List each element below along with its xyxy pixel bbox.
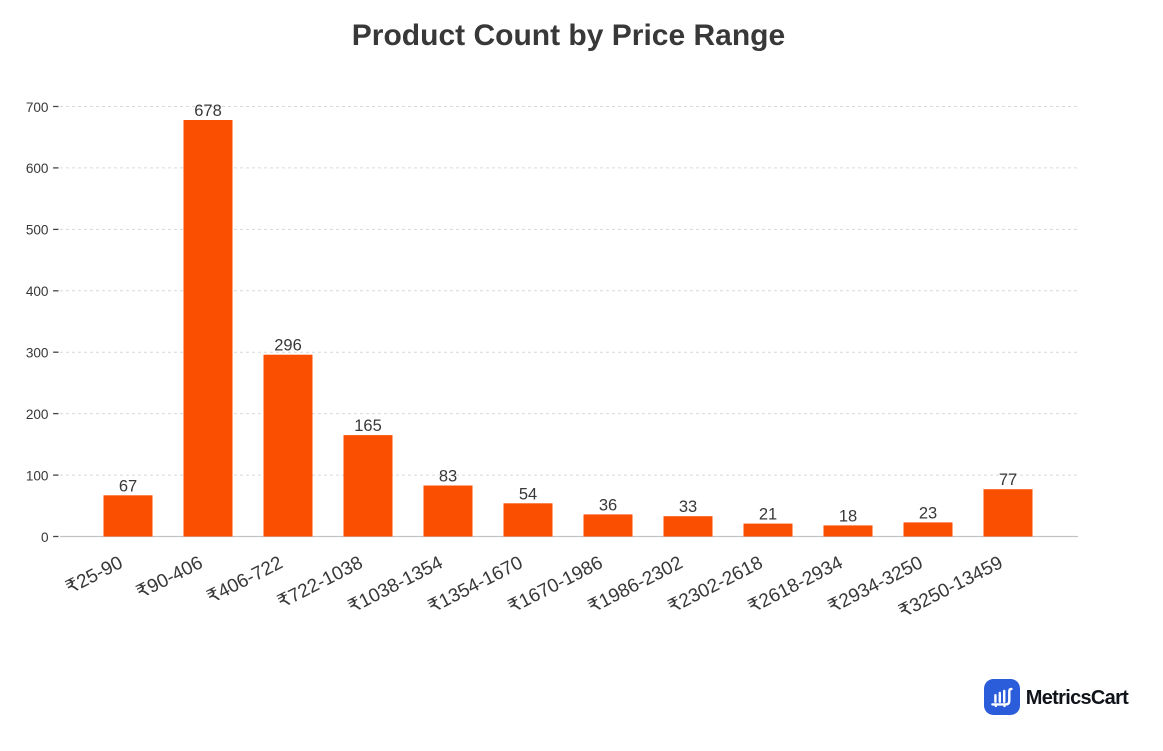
svg-text:18: 18 [839,507,857,525]
svg-text:Product Count by Price Range: Product Count by Price Range [352,19,785,52]
svg-text:300: 300 [26,346,49,361]
svg-text:36: 36 [599,496,617,514]
svg-text:83: 83 [439,468,457,486]
svg-text:500: 500 [26,223,49,238]
svg-text:165: 165 [354,417,382,435]
svg-text:678: 678 [194,102,222,120]
svg-text:700: 700 [26,100,49,115]
svg-text:600: 600 [26,161,49,176]
svg-text:33: 33 [679,498,697,516]
svg-text:54: 54 [519,485,537,503]
svg-text:77: 77 [999,471,1017,489]
svg-text:MetricsCart: MetricsCart [1026,687,1129,709]
svg-text:23: 23 [919,504,937,522]
svg-text:200: 200 [26,407,49,422]
svg-text:0: 0 [41,530,49,545]
svg-text:21: 21 [759,506,777,524]
svg-text:296: 296 [274,337,302,355]
svg-text:400: 400 [26,284,49,299]
svg-text:67: 67 [119,477,137,495]
svg-text:100: 100 [26,468,49,483]
